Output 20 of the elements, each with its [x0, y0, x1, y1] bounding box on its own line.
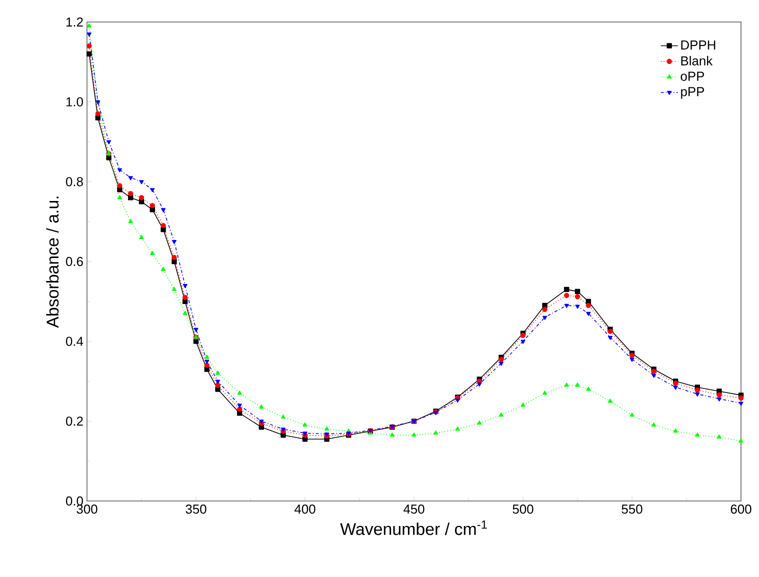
y-axis-title: Absorbance / a.u. [46, 196, 59, 328]
y-tick-label: 1.0 [66, 97, 83, 106]
y-tick-label: 1.2 [66, 17, 83, 27]
y-tick-label: 0.8 [66, 177, 83, 186]
x-axis-title: Wavenumber / cm$^{-1}$ [340, 520, 487, 536]
y-tick-label: 0.6 [66, 256, 83, 266]
y-tick-label: 0.4 [66, 336, 84, 346]
y-tick-label: 0.2 [66, 416, 83, 426]
legend-label: oPP [680, 72, 704, 81]
x-tick-label: 600 [730, 504, 752, 514]
legend-label: DPPH [681, 40, 716, 50]
y-tick-label: 0.0 [66, 496, 83, 506]
legend-label: Blank [681, 56, 713, 66]
x-tick-label: 350 [186, 504, 206, 514]
x-tick-label: 500 [512, 504, 534, 514]
x-tick-label: 550 [622, 504, 642, 514]
x-tick-label: 400 [294, 504, 316, 514]
x-tick-label: 450 [403, 504, 424, 514]
legend-label: pPP [681, 87, 704, 99]
x-tick-label: 300 [76, 504, 98, 514]
